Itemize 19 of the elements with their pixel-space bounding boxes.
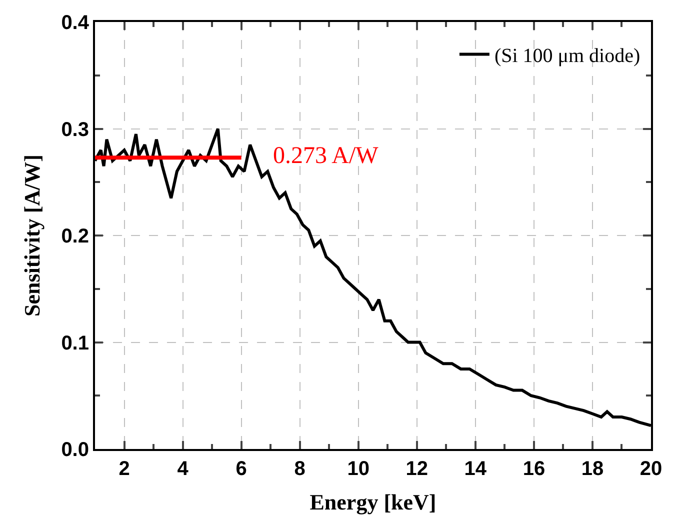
x-tick-label: 18 — [581, 458, 604, 480]
legend-label: (Si 100 μm diode) — [494, 45, 640, 68]
x-tick-label: 20 — [640, 458, 662, 480]
y-tick-label: 0.3 — [61, 118, 89, 141]
x-tick-label: 4 — [177, 458, 190, 480]
x-tick-label: 14 — [464, 458, 488, 480]
y-axis-title: Sensitivity [A/W] — [19, 154, 44, 316]
x-tick-label: 2 — [118, 458, 130, 480]
x-tick-label: 10 — [347, 458, 370, 480]
y-tick-label: 0.0 — [61, 439, 89, 461]
x-tick-label: 12 — [406, 458, 428, 480]
y-tick-label: 0.2 — [61, 226, 89, 248]
y-tick-label: 0.1 — [61, 332, 89, 354]
x-axis-title: Energy [keV] — [310, 489, 436, 514]
x-tick-label: 8 — [294, 458, 306, 480]
y-tick-label: 0.4 — [61, 12, 90, 34]
x-tick-label: 6 — [236, 458, 247, 480]
annotation: 0.273 A/W — [273, 143, 379, 169]
x-tick-label: 16 — [522, 458, 546, 480]
